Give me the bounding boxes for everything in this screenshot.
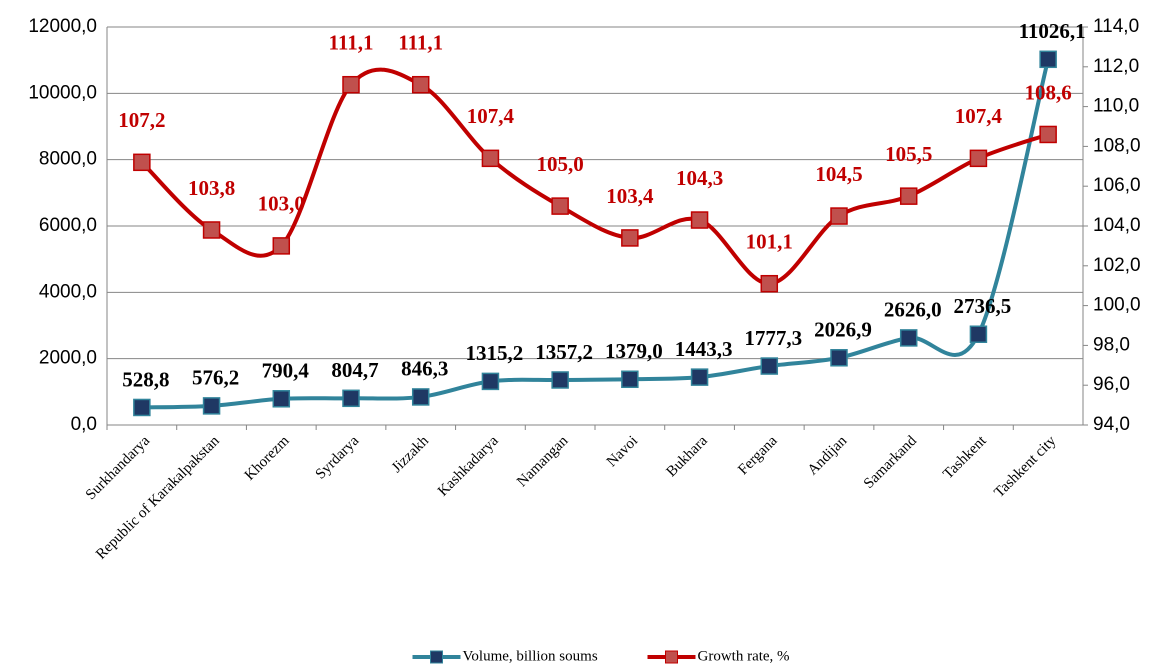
legend-marker	[665, 650, 678, 664]
data-label: 2026,9	[814, 318, 872, 342]
x-tick-label: Andijan	[805, 433, 851, 479]
data-label: 1357,2	[535, 340, 593, 364]
marker	[481, 149, 500, 168]
data-label: 107,4	[467, 104, 515, 128]
marker	[1039, 50, 1057, 69]
y-tick-label: 0,0	[71, 414, 97, 435]
x-tick-label: Bukhara	[664, 433, 711, 480]
marker	[342, 389, 360, 408]
data-label: 103,0	[258, 192, 305, 216]
data-label: 107,4	[955, 104, 1003, 128]
y2-tick-label: 100,0	[1093, 295, 1141, 316]
marker	[969, 149, 988, 168]
x-tick-label: Samarkand	[861, 433, 920, 492]
marker	[342, 75, 360, 94]
marker	[760, 274, 779, 293]
data-label: 528,8	[122, 367, 169, 391]
marker	[481, 372, 500, 391]
data-label: 790,4	[262, 359, 310, 383]
data-label: 105,5	[885, 142, 932, 166]
data-label: 103,4	[606, 184, 654, 208]
data-label: 11026,1	[1019, 19, 1086, 43]
y-tick-label: 4000,0	[39, 281, 97, 302]
data-label: 1379,0	[605, 339, 663, 363]
y2-tick-label: 106,0	[1093, 175, 1141, 196]
data-label: 105,0	[537, 152, 584, 176]
y2-tick-label: 98,0	[1093, 334, 1130, 355]
data-label: 107,2	[118, 108, 165, 132]
y-tick-label: 6000,0	[39, 215, 97, 236]
data-label: 104,5	[815, 162, 862, 186]
marker	[899, 187, 918, 205]
y-tick-label: 12000,0	[28, 16, 97, 37]
marker	[621, 370, 639, 389]
marker	[133, 398, 151, 417]
marker	[551, 371, 569, 389]
data-label: 1315,2	[466, 341, 524, 365]
marker	[202, 221, 221, 239]
marker	[621, 229, 639, 247]
y2-tick-label: 114,0	[1093, 16, 1139, 37]
data-label: 576,2	[192, 366, 239, 390]
marker	[690, 368, 709, 386]
legend-label: Growth rate, %	[698, 648, 790, 664]
x-tick-label: Jizzakh	[389, 433, 432, 476]
marker	[202, 397, 221, 415]
y-tick-label: 2000,0	[39, 348, 97, 369]
x-tick-label: Fergana	[735, 433, 781, 479]
data-label: 103,8	[188, 176, 235, 200]
y2-tick-label: 96,0	[1093, 374, 1130, 395]
data-label: 101,1	[746, 230, 793, 254]
y2-tick-label: 102,0	[1093, 255, 1141, 276]
marker	[272, 390, 291, 408]
data-label: 1443,3	[675, 337, 733, 361]
marker	[272, 237, 291, 255]
marker	[899, 329, 918, 347]
legend-marker	[430, 650, 443, 664]
x-tick-label: Tashkent city	[991, 433, 1059, 501]
marker	[830, 349, 848, 367]
x-tick-label: Navoi	[604, 433, 641, 470]
marker	[411, 388, 430, 406]
x-tick-label: Khorezm	[242, 433, 293, 484]
legend-label: Volume, billion soums	[463, 648, 598, 664]
series-line	[141, 58, 1051, 410]
y2-tick-label: 108,0	[1093, 135, 1141, 156]
data-label: 104,3	[676, 166, 723, 190]
data-label: 108,6	[1025, 80, 1072, 104]
x-tick-label: Tashkent	[940, 432, 990, 482]
x-tick-label: Kashkadarya	[435, 433, 502, 500]
y2-tick-label: 94,0	[1093, 414, 1130, 435]
x-tick-label: Republic of Karakalpakstan	[93, 433, 223, 563]
data-label: 846,3	[401, 357, 448, 381]
data-label: 804,7	[331, 358, 378, 382]
marker	[969, 325, 988, 343]
data-label: 1777,3	[744, 326, 802, 350]
data-label: 2736,5	[954, 294, 1012, 318]
y2-tick-label: 112,0	[1093, 56, 1139, 77]
y2-tick-label: 104,0	[1093, 215, 1141, 236]
x-tick-label: Syrdarya	[313, 433, 363, 483]
marker	[133, 153, 151, 172]
x-tick-label: Surkhandarya	[83, 433, 153, 503]
marker	[830, 207, 848, 225]
y2-tick-label: 110,0	[1093, 96, 1139, 117]
marker	[551, 197, 569, 215]
data-label: 2626,0	[884, 298, 942, 322]
series-line	[140, 67, 1049, 286]
marker	[760, 357, 779, 375]
marker	[690, 211, 709, 229]
y-tick-label: 10000,0	[28, 82, 97, 103]
y-tick-label: 8000,0	[39, 149, 97, 170]
marker	[1039, 125, 1057, 144]
marker	[411, 75, 430, 94]
x-tick-label: Namangan	[514, 433, 572, 491]
data-label: 111,1	[329, 31, 374, 55]
data-label: 111,1	[398, 31, 443, 55]
